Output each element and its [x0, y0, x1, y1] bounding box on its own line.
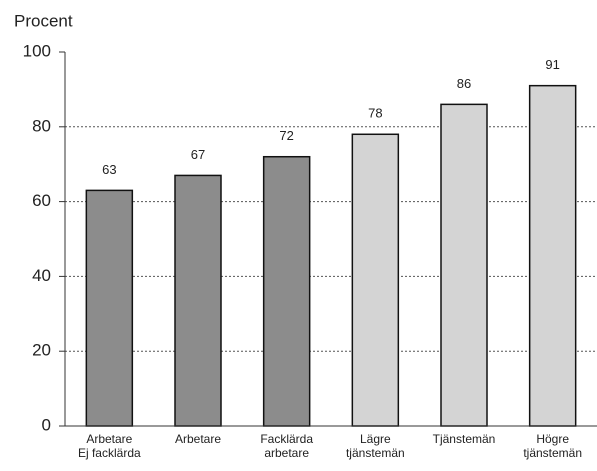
- x-tick-label: tjänstemän: [523, 446, 582, 460]
- x-tick-label: Facklärda: [260, 432, 313, 446]
- data-label: 78: [368, 106, 382, 121]
- data-label: 72: [279, 128, 293, 143]
- bar: [351, 133, 400, 427]
- x-tick-label: Ej facklärda: [78, 446, 141, 460]
- y-tick-label: 40: [32, 266, 51, 285]
- x-tick-label: Arbetare: [86, 432, 132, 446]
- bar: [440, 103, 488, 427]
- bar: [528, 84, 577, 427]
- x-tick-label: Lägre: [360, 432, 391, 446]
- data-label: 91: [545, 57, 559, 72]
- y-tick-label: 0: [42, 415, 51, 434]
- y-tick-label: 60: [32, 191, 51, 210]
- data-label: 63: [102, 162, 116, 177]
- bar: [262, 155, 311, 427]
- bar: [85, 189, 134, 427]
- y-axis-label: Procent: [14, 11, 73, 30]
- y-tick-label: 20: [32, 341, 51, 360]
- x-tick-label: Arbetare: [175, 432, 221, 446]
- data-label: 86: [457, 76, 471, 91]
- x-tick-label: arbetare: [264, 446, 309, 460]
- y-tick-label: 80: [32, 116, 51, 135]
- x-tick-label: Tjänstemän: [433, 432, 496, 446]
- bar: [174, 174, 222, 427]
- x-tick-label: Högre: [536, 432, 569, 446]
- data-label: 67: [191, 147, 205, 162]
- y-tick-label: 100: [23, 41, 51, 60]
- x-tick-label: tjänstemän: [346, 446, 405, 460]
